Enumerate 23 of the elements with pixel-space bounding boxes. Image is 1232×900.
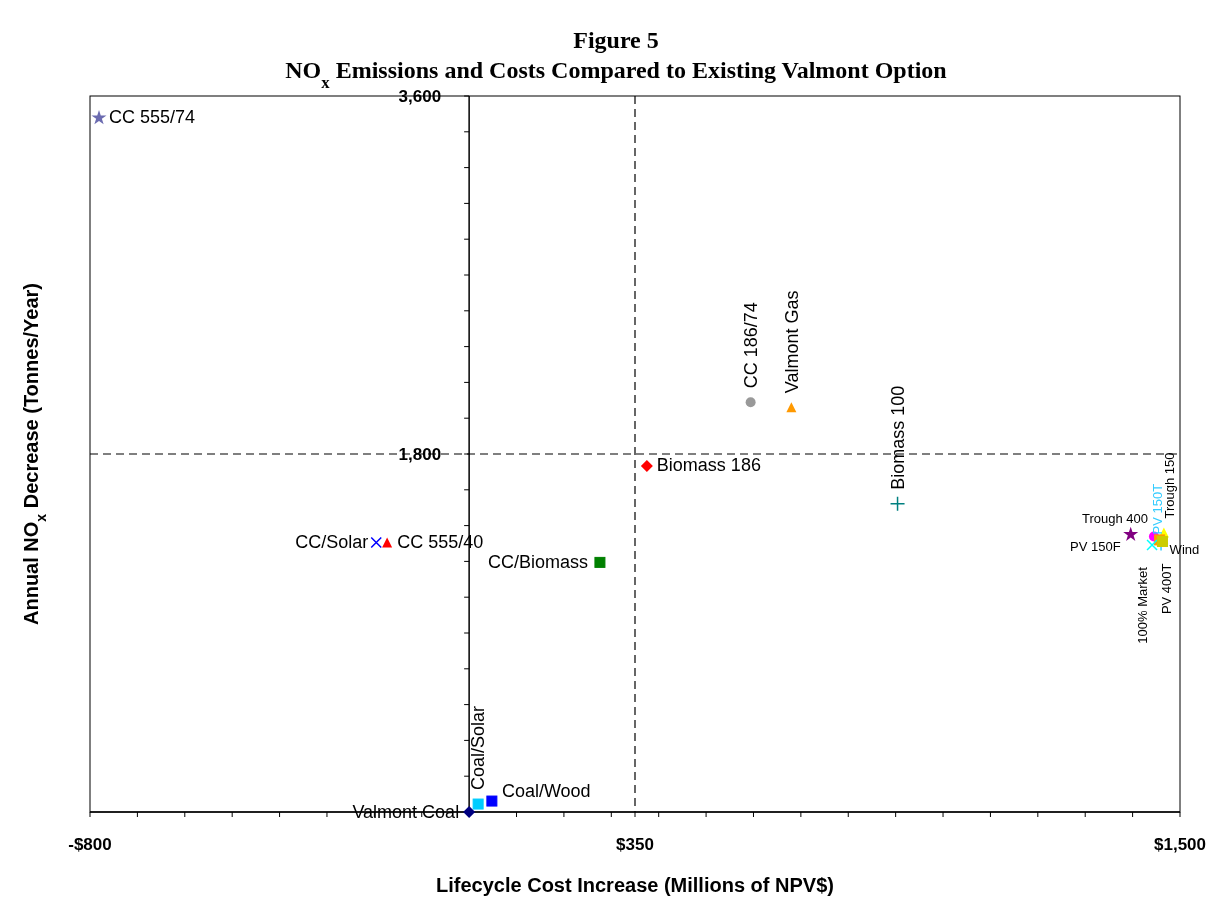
text: PV 150T [1149, 483, 1165, 535]
text: 100% Market [1134, 566, 1150, 644]
x-tick-label: $350 [616, 835, 654, 854]
text: Biomass 100 [887, 385, 908, 490]
text: Trough 150 [1162, 452, 1178, 519]
series-label: PV 150F [1070, 538, 1121, 554]
series-label: CC/Biomass [487, 552, 588, 573]
text: CC 186/74 [740, 302, 761, 389]
x-tick-label: -$800 [68, 835, 112, 854]
text: Coal/Solar [468, 706, 489, 791]
text: Valmont Gas [781, 290, 802, 394]
x-axis-title: Lifecycle Cost Increase (Millions of NPV$) [436, 874, 834, 896]
series-label: Biomass 186 [656, 454, 761, 475]
y-tick-label: 1,800 [398, 445, 442, 464]
series-label: Coal/Wood [501, 781, 591, 802]
series-label: Wind [1169, 541, 1200, 557]
series-label: Trough 400 [1081, 510, 1148, 526]
x-tick-label: $1,500 [1154, 835, 1206, 854]
text: PV 400T [1159, 563, 1175, 615]
y-tick-label: 3,600 [398, 87, 442, 106]
series-label: CC 555/74 [109, 106, 196, 127]
series-label: CC/Solar [295, 531, 369, 552]
chart-title: Figure 5 [573, 27, 659, 53]
